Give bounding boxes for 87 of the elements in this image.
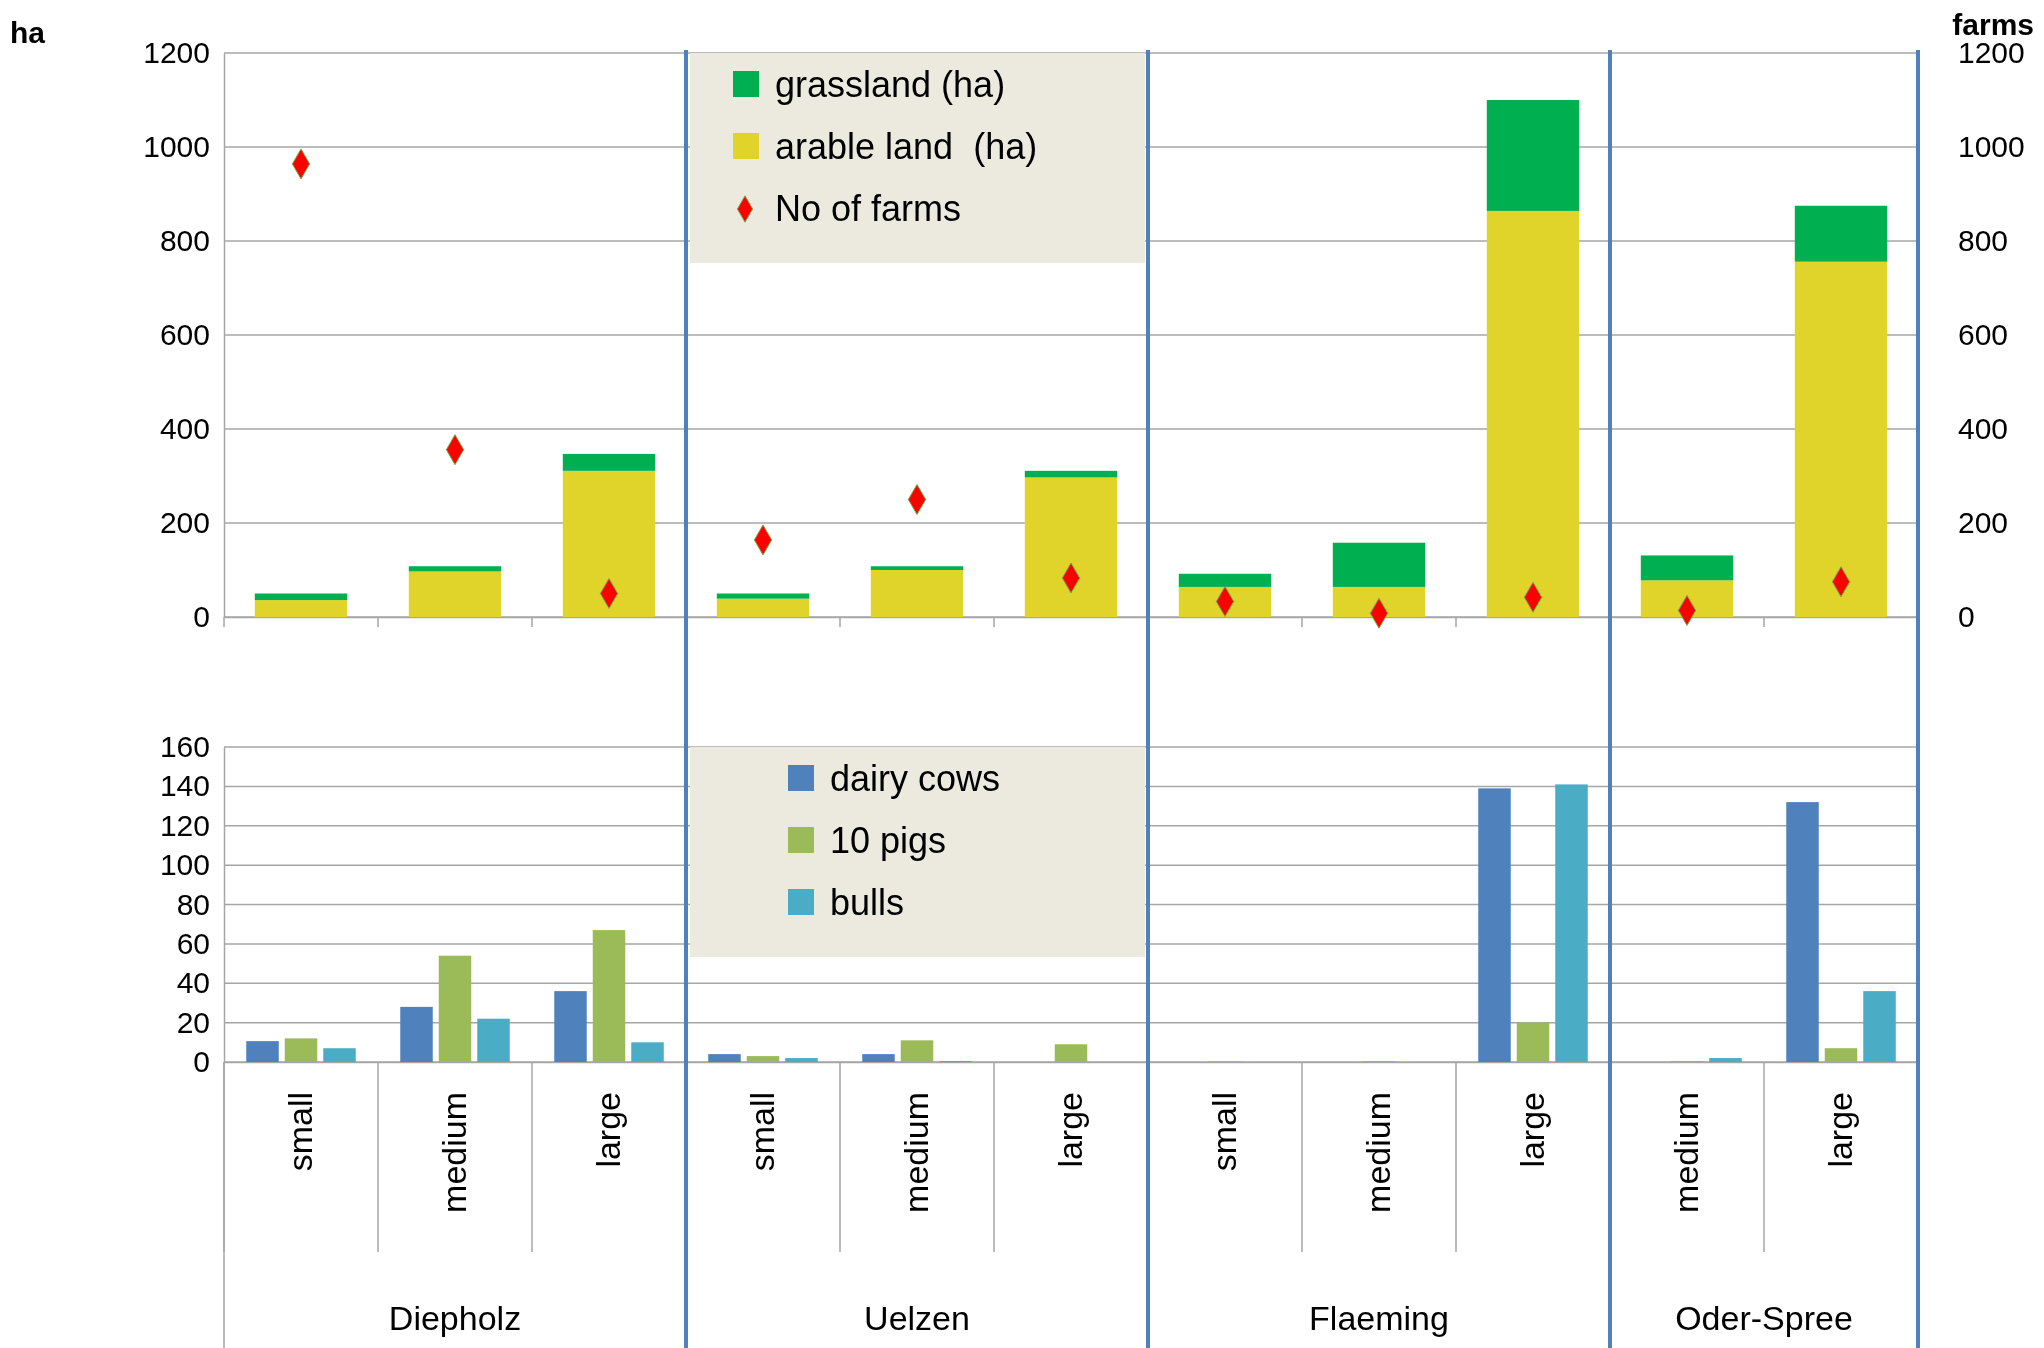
y-tick-label: 40: [176, 966, 210, 1000]
bar: [1024, 470, 1118, 478]
bar: [900, 1040, 934, 1062]
bar: [408, 571, 502, 617]
bar: [1824, 1048, 1858, 1062]
bar: [323, 1048, 356, 1062]
bar: [631, 1042, 664, 1062]
bar: [438, 955, 472, 1062]
bar: [1486, 210, 1580, 617]
legend-label: dairy cows: [830, 758, 1001, 799]
x-tick-label: medium: [897, 1092, 935, 1213]
y-tick-label: 80: [176, 887, 210, 921]
text: Uelzen: [864, 1299, 970, 1337]
y-tick-label: 1000: [143, 130, 210, 164]
bar: [1516, 1022, 1550, 1062]
y-axis-title: ha: [10, 16, 46, 49]
bar: [1024, 477, 1118, 617]
bar: [785, 1058, 818, 1062]
bar: [554, 991, 587, 1062]
bar: [1555, 784, 1588, 1062]
bar: [592, 930, 626, 1062]
x-tick-label: large: [1821, 1092, 1859, 1168]
bar: [408, 566, 502, 572]
y-tick-label: 400: [159, 412, 210, 446]
bar: [1332, 586, 1426, 617]
y-tick-label: 1200: [143, 36, 210, 70]
x-tick-label: large: [1051, 1092, 1089, 1168]
bar: [254, 600, 348, 617]
y2-tick-label: 400: [1958, 412, 2009, 446]
bar: [1863, 991, 1896, 1062]
y-tick-label: 0: [193, 1045, 210, 1079]
y-tick-label: 60: [176, 926, 210, 960]
legend-label: grassland (ha): [775, 64, 1006, 105]
bar: [246, 1041, 279, 1062]
y2-tick-label: 800: [1958, 224, 2009, 258]
bar: [708, 1054, 741, 1062]
x-tick-label: large: [589, 1092, 627, 1168]
bar: [562, 453, 656, 471]
bar: [1640, 555, 1734, 581]
x-tick-label: small: [1205, 1092, 1243, 1172]
y2-tick-label: 0: [1958, 600, 1975, 634]
bar: [1786, 802, 1819, 1062]
bar: [1794, 205, 1888, 262]
bar: [1486, 100, 1580, 211]
y-tick-label: 600: [159, 318, 210, 352]
bar: [746, 1056, 780, 1062]
x-tick-label: small: [281, 1092, 319, 1172]
bar: [1794, 261, 1888, 617]
y2-tick-label: 200: [1958, 506, 2009, 540]
text: Flaeming: [1309, 1299, 1449, 1337]
y-tick-label: 0: [193, 600, 210, 634]
y-tick-label: 100: [159, 848, 210, 882]
bar: [1178, 573, 1272, 587]
bar: [870, 566, 964, 570]
bar: [1054, 1044, 1088, 1062]
bar: [716, 598, 810, 617]
bar: [254, 593, 348, 601]
text: Oder-Spree: [1675, 1299, 1853, 1337]
y-tick-label: 160: [159, 730, 210, 764]
bar: [862, 1054, 895, 1062]
bar: [284, 1038, 318, 1063]
legend-label: bulls: [830, 882, 905, 923]
y-tick-label: 200: [159, 506, 210, 540]
x-tick-label: large: [1513, 1092, 1551, 1168]
bar: [1478, 788, 1511, 1062]
x-tick-label: medium: [1359, 1092, 1397, 1213]
y-tick-label: 20: [176, 1005, 210, 1039]
legend-label: arable land (ha): [775, 126, 1038, 167]
bar: [477, 1018, 510, 1062]
bar: [1709, 1058, 1742, 1062]
y-tick-label: 120: [159, 808, 210, 842]
x-tick-label: medium: [435, 1092, 473, 1213]
bar: [1640, 580, 1734, 617]
bar: [400, 1006, 433, 1063]
bar: [716, 593, 810, 599]
bar: [870, 570, 964, 617]
legend-label: No of farms: [775, 188, 962, 229]
bar: [562, 470, 656, 617]
legend-label: 10 pigs: [830, 820, 947, 861]
x-tick-label: small: [743, 1092, 781, 1172]
bar: [1332, 542, 1426, 587]
y-tick-label: 800: [159, 224, 210, 258]
text: Diepholz: [388, 1299, 522, 1337]
y-tick-label: 140: [159, 769, 210, 803]
x-tick-label: medium: [1667, 1092, 1705, 1213]
y2-tick-label: 600: [1958, 318, 2009, 352]
y2-tick-label: 1000: [1958, 130, 2025, 164]
